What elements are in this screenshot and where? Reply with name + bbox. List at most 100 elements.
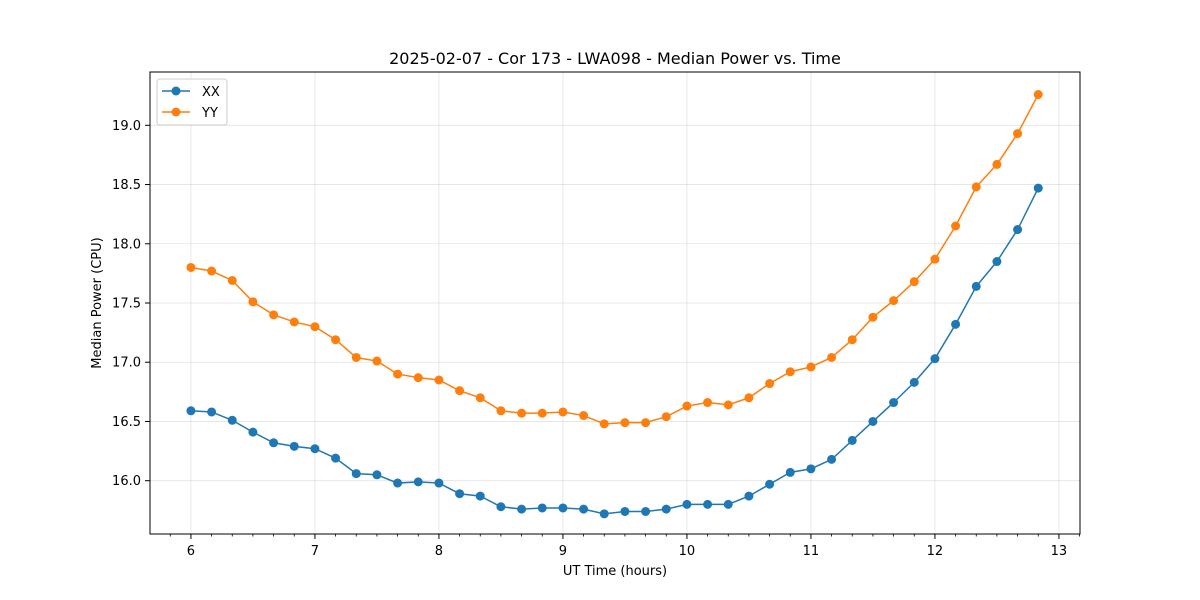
data-point-yy	[744, 393, 754, 403]
data-point-yy	[847, 335, 857, 345]
data-point-yy	[909, 277, 919, 287]
legend: XX YY	[156, 78, 228, 126]
data-point-xx	[517, 504, 527, 514]
data-point-xx	[186, 406, 196, 416]
data-point-yy	[703, 398, 713, 408]
x-tick-label: 6	[187, 544, 195, 559]
data-point-yy	[930, 254, 940, 264]
data-point-xx	[703, 499, 713, 509]
data-point-xx	[641, 506, 651, 516]
data-point-yy	[289, 317, 299, 327]
data-point-xx	[785, 467, 795, 477]
data-point-yy	[558, 407, 568, 417]
axes: 6 7 8 9 10 11 12 13 16.0 16.5 17.0 17.5 18.0 18.5 19.0	[112, 119, 1080, 559]
legend-yy-label: YY	[201, 106, 218, 121]
data-point-xx	[661, 504, 671, 514]
data-point-yy	[765, 379, 775, 389]
data-point-xx	[207, 407, 217, 417]
data-point-yy	[475, 393, 485, 403]
data-point-yy	[413, 373, 423, 383]
data-point-xx	[1033, 183, 1043, 193]
data-point-yy	[971, 182, 981, 192]
data-point-yy	[434, 375, 444, 385]
data-point-xx	[434, 478, 444, 488]
data-point-yy	[889, 296, 899, 306]
data-point-xx	[951, 319, 961, 329]
grid	[150, 72, 1080, 534]
data-point-xx	[744, 491, 754, 501]
data-point-xx	[620, 506, 630, 516]
x-axis-label: UT Time (hours)	[563, 564, 667, 579]
y-tick-label: 17.0	[112, 356, 141, 371]
y-axis-label: Median Power (CPU)	[90, 237, 105, 368]
data-point-xx	[1013, 225, 1023, 235]
x-tick-label: 11	[803, 544, 820, 559]
data-point-yy	[537, 408, 547, 418]
data-point-xx	[475, 491, 485, 501]
data-point-xx	[331, 453, 341, 463]
data-point-yy	[372, 356, 382, 366]
data-point-yy	[723, 400, 733, 410]
data-point-yy	[269, 310, 279, 320]
data-point-xx	[455, 489, 465, 499]
series-layer	[186, 90, 1043, 519]
x-tick-label: 7	[311, 544, 319, 559]
data-point-yy	[599, 419, 609, 429]
data-point-xx	[289, 441, 299, 451]
data-point-xx	[971, 281, 981, 291]
y-tick-label: 18.5	[112, 178, 141, 193]
data-point-yy	[992, 159, 1002, 169]
data-point-xx	[393, 478, 403, 488]
data-point-yy	[331, 335, 341, 345]
data-point-yy	[393, 369, 403, 379]
data-point-xx	[827, 454, 837, 464]
x-tick-label: 13	[1051, 544, 1068, 559]
data-point-yy	[248, 297, 258, 307]
data-point-yy	[641, 418, 651, 428]
data-point-xx	[868, 416, 878, 426]
x-tick-label: 9	[559, 544, 567, 559]
x-tick-label: 12	[927, 544, 944, 559]
x-tick-label: 8	[435, 544, 443, 559]
data-point-yy	[186, 262, 196, 272]
data-point-xx	[351, 469, 361, 479]
data-point-yy	[517, 408, 527, 418]
data-point-xx	[992, 257, 1002, 267]
data-point-yy	[207, 266, 217, 276]
y-tick-label: 16.0	[112, 474, 141, 489]
data-point-xx	[765, 479, 775, 489]
data-point-xx	[496, 502, 506, 512]
data-point-xx	[682, 499, 692, 509]
y-tick-label: 19.0	[112, 119, 141, 134]
data-point-xx	[806, 464, 816, 474]
data-point-xx	[599, 509, 609, 519]
data-point-xx	[310, 444, 320, 454]
data-point-yy	[951, 221, 961, 231]
data-point-yy	[227, 275, 237, 285]
legend-yy-marker	[171, 107, 181, 117]
x-tick-label: 10	[679, 544, 696, 559]
chart-title: 2025-02-07 - Cor 173 - LWA098 - Median P…	[389, 49, 841, 68]
data-point-xx	[579, 504, 589, 514]
data-point-xx	[847, 435, 857, 445]
data-point-yy	[682, 401, 692, 411]
data-point-yy	[827, 352, 837, 362]
data-point-yy	[868, 312, 878, 322]
legend-xx-label: XX	[202, 85, 220, 100]
data-point-yy	[455, 386, 465, 396]
data-point-xx	[930, 354, 940, 364]
data-point-xx	[558, 503, 568, 513]
y-tick-label: 17.5	[112, 297, 141, 312]
data-point-yy	[1033, 90, 1043, 100]
data-point-xx	[723, 499, 733, 509]
data-point-yy	[310, 322, 320, 332]
data-point-yy	[661, 412, 671, 422]
data-point-xx	[372, 470, 382, 480]
data-point-xx	[537, 503, 547, 513]
data-point-xx	[889, 398, 899, 408]
data-point-xx	[413, 477, 423, 487]
y-tick-label: 18.0	[112, 237, 141, 252]
data-point-xx	[248, 427, 258, 437]
data-point-yy	[1013, 129, 1023, 139]
